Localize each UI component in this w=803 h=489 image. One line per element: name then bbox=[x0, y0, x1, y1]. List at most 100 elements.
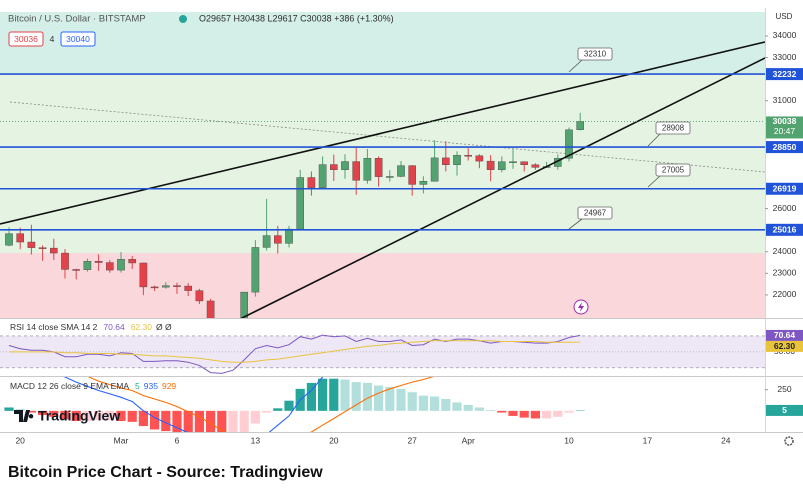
callout-pointer bbox=[568, 59, 583, 73]
macd-line bbox=[87, 377, 434, 432]
macd-histogram-bar bbox=[172, 410, 182, 432]
candle-body bbox=[341, 161, 349, 170]
zone-top bbox=[0, 12, 765, 73]
candle-body bbox=[363, 158, 372, 181]
x-tick-label: 24 bbox=[721, 435, 731, 445]
currency: USD bbox=[776, 12, 793, 21]
macd-histogram-bar bbox=[508, 410, 518, 416]
macd-histogram-bar bbox=[519, 410, 529, 418]
macd-histogram-bar bbox=[374, 385, 384, 411]
macd-histogram-bar bbox=[463, 404, 473, 411]
candle-body bbox=[374, 158, 383, 177]
macd-histogram-bar bbox=[82, 410, 92, 421]
sell-price[interactable]: 30036 bbox=[14, 34, 38, 44]
logo-text: TradingView bbox=[38, 408, 120, 424]
ohlc-stats: O29657 H30438 L29617 C30038 +386 (+1.30%… bbox=[199, 13, 394, 23]
macd-histogram-bar bbox=[486, 410, 496, 411]
price-badge bbox=[766, 329, 803, 341]
macd-histogram-bar bbox=[206, 410, 216, 432]
candle-body bbox=[229, 324, 236, 333]
rsi-legend-extra: Ø Ø bbox=[156, 322, 172, 332]
price-badge bbox=[766, 68, 803, 81]
x-tick-label: Mar bbox=[114, 435, 129, 445]
candle-body bbox=[117, 259, 125, 271]
x-tick-label: 27 bbox=[407, 435, 417, 445]
macd-histogram-bar bbox=[239, 410, 249, 432]
trend-line bbox=[0, 41, 765, 225]
macd-histogram-bar bbox=[452, 402, 462, 411]
macd-histogram-bar bbox=[407, 392, 417, 411]
macd-histogram-bar bbox=[530, 410, 540, 419]
settings-icon[interactable] bbox=[784, 436, 794, 446]
candle-body bbox=[128, 259, 137, 264]
logo: TradingView bbox=[14, 408, 120, 424]
candle-body bbox=[576, 121, 584, 130]
macd-plot bbox=[4, 377, 585, 432]
macd-histogram-bar bbox=[329, 378, 339, 411]
gear[interactable] bbox=[784, 436, 794, 446]
candle-body bbox=[27, 241, 36, 248]
rsi-line bbox=[9, 340, 581, 363]
sell-button[interactable] bbox=[8, 31, 44, 47]
macd-histogram-bar bbox=[497, 410, 507, 413]
rsi-legend-value: 70.64 bbox=[103, 322, 125, 332]
candle-body bbox=[184, 285, 193, 291]
price-badge bbox=[766, 223, 803, 236]
zone-red bbox=[0, 253, 765, 318]
price-badge-label: 25016 bbox=[773, 225, 797, 235]
x-tick-label: 20 bbox=[15, 435, 25, 445]
macd-histogram-bar bbox=[228, 410, 238, 432]
y-tick-label: 250 bbox=[777, 384, 791, 394]
candle-body bbox=[161, 285, 170, 288]
candle-body bbox=[330, 164, 338, 170]
buy-price[interactable]: 30040 bbox=[66, 34, 90, 44]
macd-histogram-bar bbox=[542, 410, 552, 419]
macd-histogram-bar bbox=[4, 407, 14, 411]
macd-histogram-bar bbox=[362, 382, 372, 411]
price-badge-label: 62.30 bbox=[774, 341, 796, 351]
macd-histogram-bar bbox=[474, 407, 484, 411]
candle-body bbox=[139, 262, 148, 288]
candle-body bbox=[486, 160, 495, 170]
candle-body bbox=[218, 330, 225, 334]
y-tick-label: 23000 bbox=[773, 268, 797, 278]
callout-box bbox=[577, 47, 613, 61]
callout-pointer bbox=[647, 133, 661, 147]
macd-legend-value: 929 bbox=[162, 381, 176, 391]
candle-body bbox=[430, 157, 439, 182]
macd-histogram-bar bbox=[418, 395, 428, 411]
candle-body bbox=[386, 176, 394, 178]
macd-histogram-bar bbox=[385, 387, 395, 411]
rsi-legend-value: 62.30 bbox=[131, 322, 153, 332]
candle-body bbox=[38, 247, 47, 249]
macd-line bbox=[63, 377, 324, 432]
candle-body bbox=[206, 300, 215, 318]
lightning-icon[interactable] bbox=[573, 299, 589, 315]
macd-histogram-bar bbox=[318, 378, 328, 411]
spread: 4 bbox=[50, 34, 55, 44]
buy-button[interactable] bbox=[60, 31, 96, 47]
candle-body bbox=[240, 291, 249, 318]
candle-body bbox=[105, 262, 114, 271]
candle-body bbox=[565, 129, 573, 159]
candle-body bbox=[397, 165, 405, 177]
macd-histogram-bar bbox=[430, 396, 440, 411]
main-plot bbox=[0, 41, 765, 334]
last-price-badge bbox=[766, 116, 803, 139]
macd-histogram-bar bbox=[26, 410, 36, 413]
price-badge bbox=[766, 340, 803, 352]
macd-histogram-bar bbox=[262, 410, 272, 413]
price-badge-label: 32232 bbox=[773, 69, 797, 79]
caption: Bitcoin Price Chart - Source: Tradingvie… bbox=[8, 464, 323, 481]
candle-body bbox=[498, 161, 506, 170]
macd-histogram-bar bbox=[250, 410, 260, 424]
price-badge bbox=[766, 141, 803, 154]
candle-body bbox=[318, 164, 327, 188]
candle-body bbox=[61, 252, 69, 270]
y-tick-label: 22000 bbox=[773, 289, 797, 299]
y-tick-label: 24000 bbox=[773, 246, 797, 256]
macd-histogram-bar bbox=[49, 410, 59, 417]
macd-histogram-bar bbox=[161, 410, 171, 432]
icon-bolt[interactable] bbox=[578, 302, 584, 312]
candle-body bbox=[296, 177, 305, 230]
